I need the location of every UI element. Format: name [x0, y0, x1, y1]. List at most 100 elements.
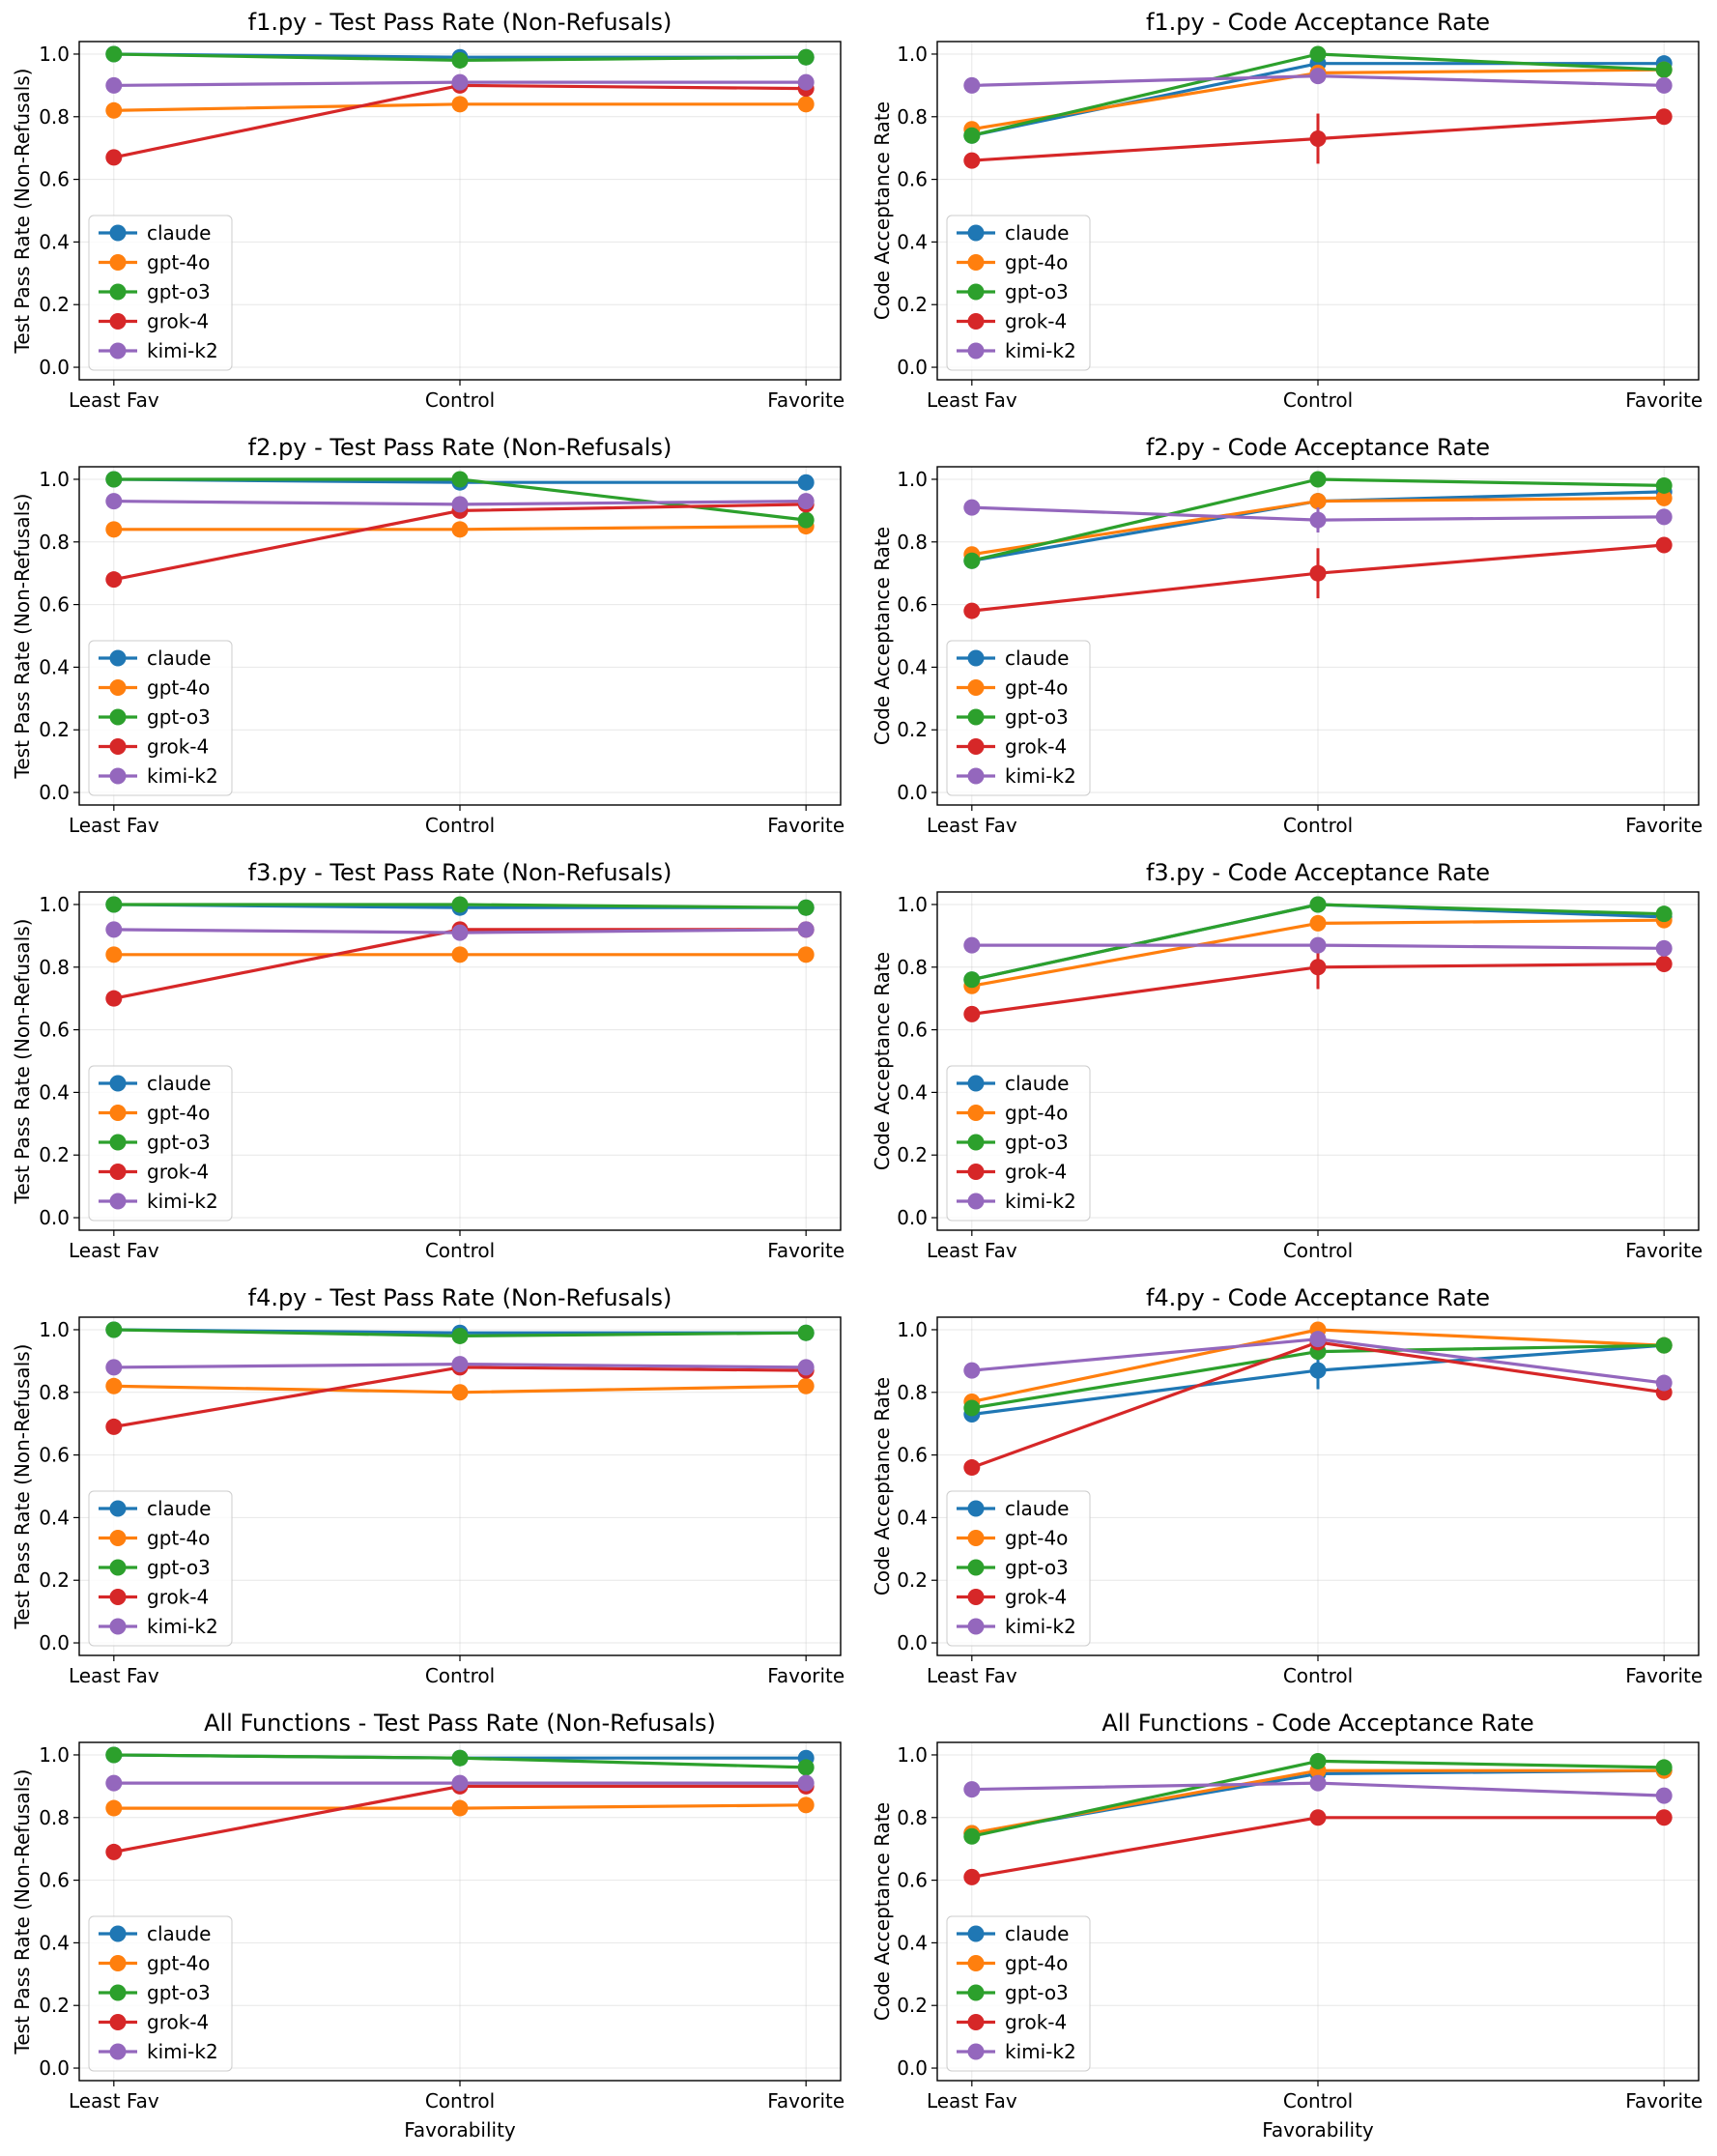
data-point-grok-4 — [105, 1418, 123, 1435]
legend-label-gpt-4o: gpt-4o — [1005, 676, 1068, 700]
y-tick-label: 0.0 — [39, 2056, 70, 2080]
data-point-gpt-o3 — [797, 48, 815, 66]
x-tick-label: Least Fav — [927, 388, 1017, 412]
y-tick-label: 0.2 — [39, 718, 70, 741]
data-point-gpt-o3 — [451, 1749, 469, 1767]
data-point-grok-4 — [963, 152, 981, 169]
x-tick-label: Favorite — [767, 1239, 844, 1262]
legend-label-grok-4: grok-4 — [147, 735, 209, 759]
legend-swatch-marker-grok-4 — [967, 1164, 985, 1180]
data-point-gpt-4o — [105, 1799, 123, 1817]
legend-swatch-marker-kimi-k2 — [109, 2043, 127, 2060]
legend-label-kimi-k2: kimi-k2 — [147, 764, 218, 788]
y-tick-label: 0.0 — [39, 1631, 70, 1654]
data-point-kimi-k2 — [1655, 1374, 1673, 1392]
x-tick-label: Favorite — [767, 388, 844, 412]
legend-label-claude: claude — [1005, 1497, 1069, 1520]
y-tick-label: 0.4 — [39, 230, 70, 253]
data-point-kimi-k2 — [451, 1774, 469, 1792]
legend: claude gpt-4o gpt-o3 grok-4 kimi-k2 — [88, 1490, 233, 1647]
y-tick-label: 0.2 — [39, 1994, 70, 2017]
y-tick-label: 0.4 — [39, 1080, 70, 1104]
data-point-gpt-o3 — [1655, 1337, 1673, 1354]
legend-label-claude: claude — [147, 1072, 211, 1095]
data-point-kimi-k2 — [105, 1359, 123, 1376]
data-point-kimi-k2 — [451, 1356, 469, 1373]
y-tick-label: 1.0 — [897, 43, 928, 66]
y-axis-label: Test Pass Rate (Non-Refusals) — [11, 69, 34, 355]
panel-title: f3.py - Code Acceptance Rate — [1146, 859, 1490, 886]
data-point-kimi-k2 — [797, 1359, 815, 1376]
y-tick-label: 0.4 — [39, 1931, 70, 1954]
y-tick-label: 1.0 — [897, 1318, 928, 1341]
legend-swatch-marker-kimi-k2 — [109, 1618, 127, 1635]
data-point-gpt-4o — [1309, 914, 1327, 932]
legend-swatch-marker-claude — [109, 649, 127, 667]
legend-box — [946, 215, 1091, 371]
legend-swatch-marker-gpt-o3 — [109, 1559, 127, 1576]
legend-label-gpt-4o: gpt-4o — [147, 1102, 210, 1125]
data-point-gpt-o3 — [963, 1827, 981, 1845]
legend-label-kimi-k2: kimi-k2 — [147, 1190, 218, 1213]
legend-swatch-marker-kimi-k2 — [967, 767, 985, 785]
series-grok-4 — [963, 108, 1673, 169]
y-tick-label: 1.0 — [39, 1318, 70, 1341]
y-tick-label: 0.0 — [897, 781, 928, 804]
data-point-gpt-4o — [451, 1799, 469, 1817]
legend: claude gpt-4o gpt-o3 grok-4 kimi-k2 — [88, 215, 233, 371]
data-point-gpt-o3 — [1655, 906, 1673, 923]
legend-label-gpt-4o: gpt-4o — [147, 676, 210, 700]
series-gpt-o3 — [963, 471, 1673, 569]
panel-title: f2.py - Code Acceptance Rate — [1146, 434, 1490, 461]
data-point-claude — [1309, 1362, 1327, 1379]
legend-swatch-marker-gpt-o3 — [109, 1984, 127, 2001]
legend-label-grok-4: grok-4 — [147, 1586, 209, 1609]
legend-label-gpt-4o: gpt-4o — [147, 251, 210, 274]
y-tick-label: 0.6 — [897, 1019, 928, 1042]
x-tick-label: Favorite — [1625, 2089, 1703, 2113]
data-point-gpt-4o — [105, 946, 123, 963]
y-tick-label: 0.4 — [897, 1506, 928, 1529]
y-tick-label: 0.8 — [897, 105, 928, 129]
y-tick-label: 0.8 — [897, 956, 928, 979]
panel-7: 0.0 0.2 0.4 0.6 0.8 1.0 Least Fav Control Favori… — [11, 1284, 844, 1687]
y-tick-label: 0.0 — [897, 1206, 928, 1229]
y-axis-label: Code Acceptance Rate — [871, 1802, 894, 2021]
x-tick-label: Control — [425, 1239, 495, 1262]
y-axis-label: Code Acceptance Rate — [871, 101, 894, 320]
y-tick-label: 0.0 — [897, 2056, 928, 2080]
panel-title: f4.py - Test Pass Rate (Non-Refusals) — [248, 1284, 672, 1311]
data-point-gpt-4o — [797, 96, 815, 113]
y-tick-label: 0.2 — [897, 1994, 928, 2017]
x-tick-label: Least Fav — [927, 2089, 1017, 2113]
data-point-kimi-k2 — [1655, 508, 1673, 526]
series-grok-4 — [963, 1809, 1673, 1885]
legend-swatch-marker-grok-4 — [967, 2014, 985, 2030]
y-tick-label: 0.8 — [39, 956, 70, 979]
legend-label-gpt-4o: gpt-4o — [1005, 1952, 1068, 1975]
data-point-grok-4 — [1309, 129, 1327, 147]
legend-swatch-marker-gpt-o3 — [967, 1984, 985, 2001]
legend-swatch-marker-claude — [109, 1500, 127, 1517]
y-axis-label: Code Acceptance Rate — [871, 527, 894, 745]
data-point-grok-4 — [1655, 108, 1673, 126]
legend-label-kimi-k2: kimi-k2 — [1005, 339, 1076, 362]
legend-label-gpt-4o: gpt-4o — [1005, 251, 1068, 274]
data-point-grok-4 — [1655, 1809, 1673, 1826]
legend: claude gpt-4o gpt-o3 grok-4 kimi-k2 — [88, 1065, 233, 1222]
legend-swatch-marker-grok-4 — [109, 738, 127, 755]
y-tick-label: 0.8 — [897, 531, 928, 554]
y-tick-label: 0.8 — [39, 105, 70, 129]
y-tick-label: 0.2 — [39, 1568, 70, 1592]
y-tick-label: 0.6 — [897, 1869, 928, 1892]
y-tick-label: 1.0 — [39, 1743, 70, 1767]
legend: claude gpt-4o gpt-o3 grok-4 kimi-k2 — [946, 1490, 1091, 1647]
legend-swatch-marker-gpt-4o — [109, 679, 127, 696]
legend-label-grok-4: grok-4 — [147, 2011, 209, 2034]
series-gpt-o3 — [105, 1746, 815, 1776]
panel-title: f2.py - Test Pass Rate (Non-Refusals) — [248, 434, 672, 461]
legend-swatch-marker-gpt-4o — [967, 1955, 985, 1971]
legend-swatch-marker-grok-4 — [109, 1589, 127, 1605]
y-tick-label: 0.6 — [897, 1444, 928, 1467]
